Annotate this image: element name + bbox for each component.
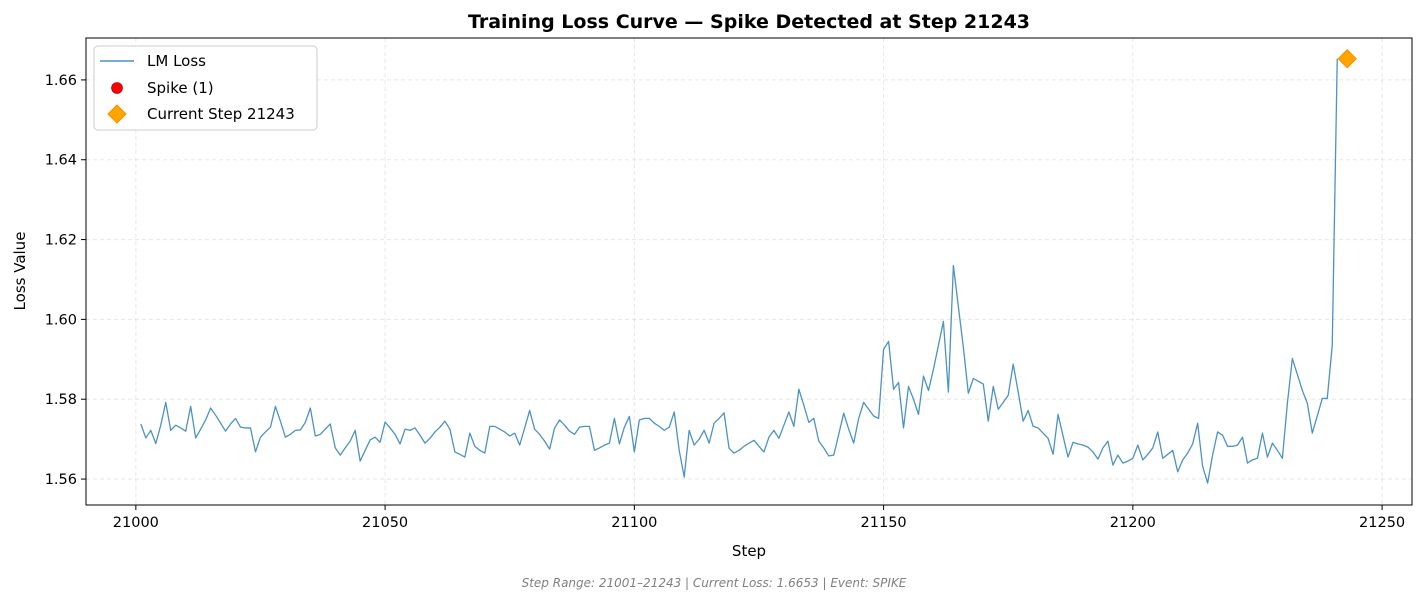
x-tick-label: 21250 — [1359, 515, 1405, 531]
legend-spike-marker — [111, 82, 123, 94]
x-axis-ticks: 21000 21050 21100 21150 21200 21250 — [113, 505, 1405, 531]
y-tick-label: 1.60 — [45, 312, 77, 328]
x-tick-label: 21150 — [861, 515, 907, 531]
legend-current-step-marker — [107, 104, 127, 124]
lm-loss-line — [140, 58, 1338, 484]
y-tick-label: 1.64 — [45, 153, 77, 169]
legend-label-lm-loss: LM Loss — [147, 52, 206, 70]
legend-box — [93, 45, 318, 131]
plot-area — [140, 49, 1357, 484]
y-tick-label: 1.66 — [45, 73, 77, 89]
legend-label-spike: Spike (1) — [147, 79, 214, 97]
legend-label-current-step: Current Step 21243 — [147, 105, 295, 123]
x-tick-label: 21050 — [362, 515, 408, 531]
axes-frame — [85, 37, 1413, 506]
y-axis-ticks: 1.56 1.58 1.60 1.62 1.64 1.66 — [45, 73, 86, 488]
x-tick-label: 21000 — [113, 515, 159, 531]
y-tick-label: 1.62 — [45, 233, 77, 249]
current-step-marker — [1337, 49, 1357, 69]
y-axis-label: Loss Value — [11, 232, 29, 311]
x-tick-label: 21200 — [1110, 515, 1156, 531]
footer-status: Step Range: 21001–21243 | Current Loss: … — [522, 576, 907, 590]
x-axis-label: Step — [732, 542, 766, 560]
legend: LM Loss Spike (1) Current Step 21243 — [93, 45, 318, 131]
y-tick-label: 1.58 — [45, 392, 77, 408]
chart-title: Training Loss Curve — Spike Detected at … — [468, 11, 1030, 33]
x-tick-label: 21100 — [611, 515, 657, 531]
y-tick-label: 1.56 — [45, 472, 77, 488]
